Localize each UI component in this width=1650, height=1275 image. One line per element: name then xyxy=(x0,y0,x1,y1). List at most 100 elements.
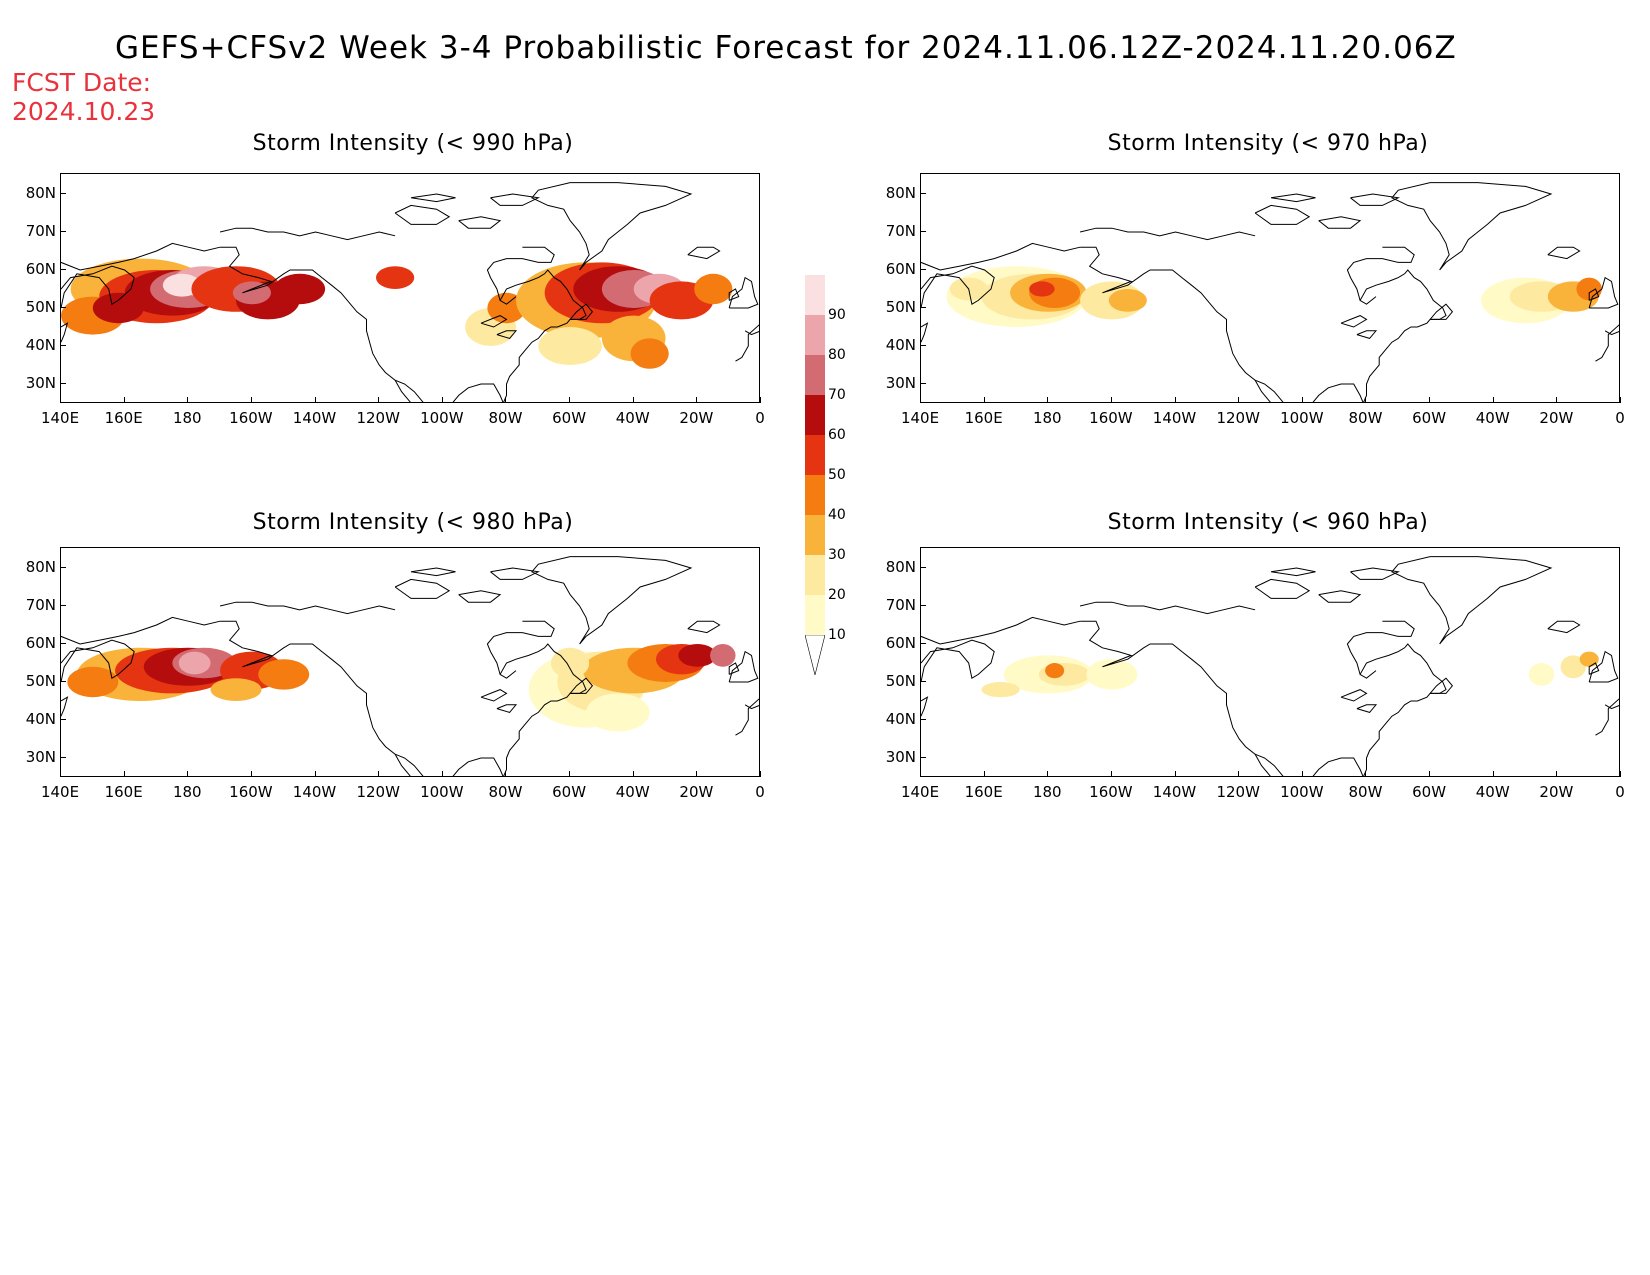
lon-tick xyxy=(1365,771,1367,777)
coastline xyxy=(1254,753,1284,776)
probability-shading xyxy=(1528,663,1555,686)
lat-tick xyxy=(60,231,66,232)
lat-tick xyxy=(920,643,926,644)
lon-label: 180 xyxy=(1032,783,1062,801)
coastline xyxy=(1356,704,1378,713)
coastline xyxy=(496,704,518,713)
probability-shading xyxy=(232,281,271,305)
lat-label: 80N xyxy=(25,184,56,202)
lat-label: 80N xyxy=(885,558,916,576)
lon-tick xyxy=(1301,397,1303,403)
lat-tick xyxy=(60,757,66,758)
lon-tick xyxy=(314,771,316,777)
panel-title-960: Storm Intensity (< 960 hPa) xyxy=(1107,510,1429,535)
lat-label: 40N xyxy=(885,336,916,354)
coastline xyxy=(1588,650,1619,683)
lon-tick xyxy=(250,397,252,403)
coastline xyxy=(1080,246,1271,402)
coastline xyxy=(220,620,411,776)
lon-tick xyxy=(441,771,443,777)
colorbar-level-label: 60 xyxy=(828,427,846,443)
lat-tick xyxy=(60,345,66,346)
map-panel-990 xyxy=(60,173,760,403)
lon-label: 120W xyxy=(1216,783,1260,801)
lon-tick xyxy=(1110,771,1112,777)
probability-shading xyxy=(1560,655,1586,679)
probability-shading xyxy=(538,327,602,365)
lon-label: 160W xyxy=(229,783,273,801)
coastline xyxy=(486,246,555,301)
lon-tick xyxy=(123,771,125,777)
lat-tick xyxy=(60,307,66,308)
lat-label: 50N xyxy=(25,298,56,316)
lon-label: 160W xyxy=(1089,409,1133,427)
probability-shading xyxy=(551,647,590,679)
lon-label: 0 xyxy=(755,409,765,427)
lat-label: 70N xyxy=(25,596,56,614)
lon-tick xyxy=(983,771,985,777)
coastline xyxy=(499,643,587,776)
lon-label: 140W xyxy=(1152,409,1197,427)
coastline xyxy=(569,677,594,694)
coastline xyxy=(490,567,540,580)
coastline xyxy=(490,193,540,206)
coastline xyxy=(921,616,1081,645)
lon-label: 80W xyxy=(488,409,523,427)
coastline xyxy=(1318,216,1362,229)
lat-label: 70N xyxy=(25,222,56,240)
coastline xyxy=(220,246,411,402)
lat-tick xyxy=(920,383,926,384)
coastline xyxy=(1595,698,1619,736)
lon-tick xyxy=(1556,771,1558,777)
coastline xyxy=(1350,193,1400,206)
lon-label: 20W xyxy=(1539,409,1574,427)
lat-label: 50N xyxy=(885,298,916,316)
coastline xyxy=(61,322,69,343)
lat-label: 40N xyxy=(25,710,56,728)
lon-tick xyxy=(1365,397,1367,403)
coastline xyxy=(728,288,740,301)
lon-label: 100W xyxy=(420,409,464,427)
lon-tick xyxy=(250,771,252,777)
coastline xyxy=(735,698,759,736)
coastline xyxy=(687,620,721,634)
lat-label: 60N xyxy=(885,634,916,652)
colorbar-level-label: 90 xyxy=(828,307,846,323)
lat-label: 70N xyxy=(885,596,916,614)
colorbar-level-label: 30 xyxy=(828,547,846,563)
lon-tick xyxy=(920,771,921,777)
lat-tick xyxy=(60,681,66,682)
lon-tick xyxy=(1238,397,1240,403)
coastline xyxy=(744,704,759,710)
lon-label: 160E xyxy=(964,409,1003,427)
colorbar-segment xyxy=(805,435,825,475)
lat-tick xyxy=(60,193,66,194)
lon-tick xyxy=(60,771,61,777)
lon-label: 160E xyxy=(964,783,1003,801)
lon-label: 160E xyxy=(104,783,143,801)
lat-tick xyxy=(920,757,926,758)
lon-label: 120W xyxy=(356,783,400,801)
coastline xyxy=(458,590,502,603)
probability-shading xyxy=(178,651,211,675)
coastline xyxy=(1312,757,1364,776)
lon-label: 60W xyxy=(1412,409,1447,427)
lat-label: 30N xyxy=(25,748,56,766)
coastline xyxy=(1350,567,1400,580)
lat-tick xyxy=(920,681,926,682)
coastline xyxy=(1079,601,1256,615)
lat-label: 50N xyxy=(885,672,916,690)
coastline xyxy=(531,556,693,645)
coastline xyxy=(1254,578,1311,599)
lat-tick xyxy=(920,605,926,606)
lat-label: 50N xyxy=(25,672,56,690)
coastline xyxy=(61,696,69,717)
coastline xyxy=(1391,556,1553,645)
coastline xyxy=(1429,303,1454,320)
coastline xyxy=(394,204,451,225)
map-canvas xyxy=(921,182,1619,402)
coastline xyxy=(61,265,135,309)
lon-tick xyxy=(696,771,698,777)
panel-title-970: Storm Intensity (< 970 hPa) xyxy=(1107,131,1429,156)
lon-tick xyxy=(632,771,634,777)
